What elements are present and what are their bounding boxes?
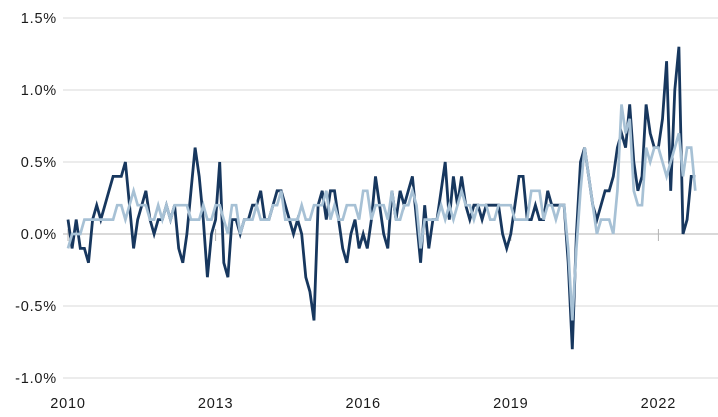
x-axis-labels: 2010 2013 2016 2019 2022 [50,396,676,412]
x-axis-label: 2016 [345,396,380,412]
series-line-dark-navy [66,46,696,350]
x-axis-label: 2019 [493,396,528,412]
series-line-light-blue [66,104,697,321]
y-axis-label: 1.5% [21,11,57,27]
x-axis-label: 2022 [641,396,676,412]
x-axis-label: 2010 [50,396,85,412]
y-axis-label: -1.0% [15,371,57,387]
y-axis-label: 0.0% [21,227,57,243]
y-axis-label: -0.5% [15,299,57,315]
x-axis-label: 2013 [198,396,233,412]
y-axis-label: 1.0% [21,83,57,99]
y-axis-labels: 1.5% 1.0% 0.5% 0.0% -0.5% -1.0% [15,11,57,387]
gridlines [63,17,718,379]
y-axis-label: 0.5% [21,155,57,171]
